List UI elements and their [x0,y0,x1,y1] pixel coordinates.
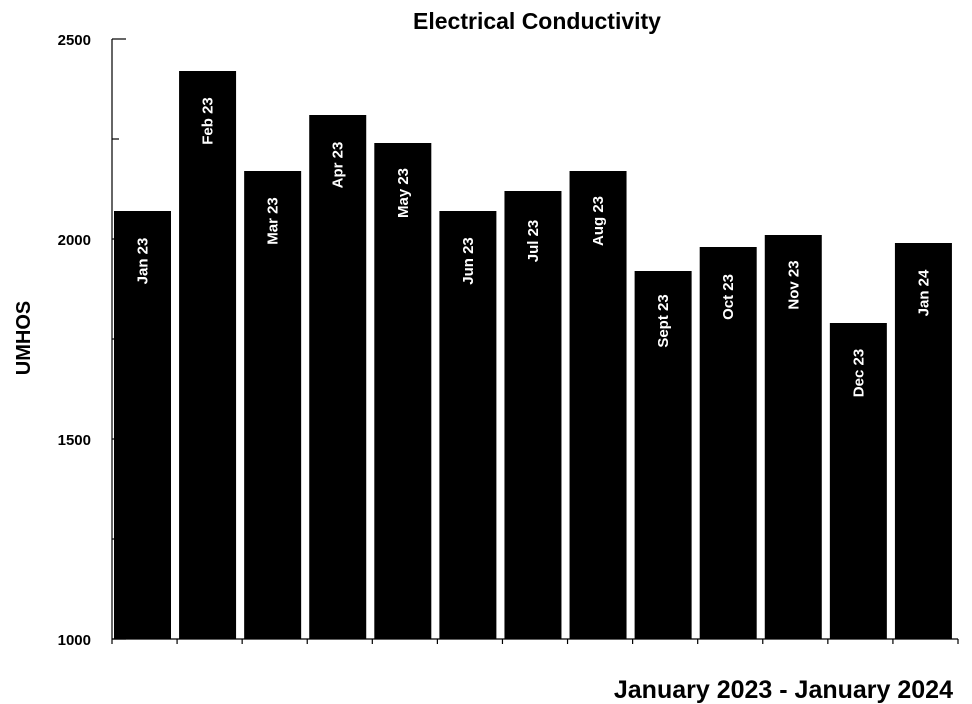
bar [439,211,497,639]
bar-label: Sept 23 [655,294,672,347]
bar-label: May 23 [395,168,412,218]
y-tick-label: 2500 [58,32,91,49]
bar [374,143,432,639]
bar [699,247,757,639]
bar-label: Feb 23 [200,97,217,145]
x-axis-label: January 2023 - January 2024 [614,676,953,704]
bar-label: Jul 23 [525,220,542,263]
bar [179,71,237,639]
bar [764,235,822,639]
bar-label: Jan 23 [135,238,152,285]
bar-label: Dec 23 [850,349,867,397]
bar [244,171,302,639]
y-tick-label: 2000 [58,232,91,249]
bar [634,271,692,639]
bar [829,323,887,639]
bar [894,243,952,639]
bar [504,191,562,639]
bar-label: Jun 23 [460,237,477,285]
bar-label: Apr 23 [330,142,347,189]
bar-label: Oct 23 [720,274,737,320]
bar-label: Nov 23 [785,260,802,309]
y-axis-label: UMHOS [13,301,35,375]
y-tick-label: 1500 [58,432,91,449]
chart-title: Electrical Conductivity [413,8,661,34]
bar [309,115,367,639]
x-axis [111,638,959,644]
bar-labels-group: Jan 23 Feb 23 Mar 23 Apr 23 May 23 Jun 23 Jul … [135,97,933,397]
bar [569,171,627,639]
bars-group [114,71,952,639]
y-tick-label: 1000 [58,632,91,649]
bar-label: Aug 23 [590,196,607,246]
bar [114,211,171,639]
bar-label: Mar 23 [265,197,282,245]
bar-label: Jan 24 [915,269,932,316]
